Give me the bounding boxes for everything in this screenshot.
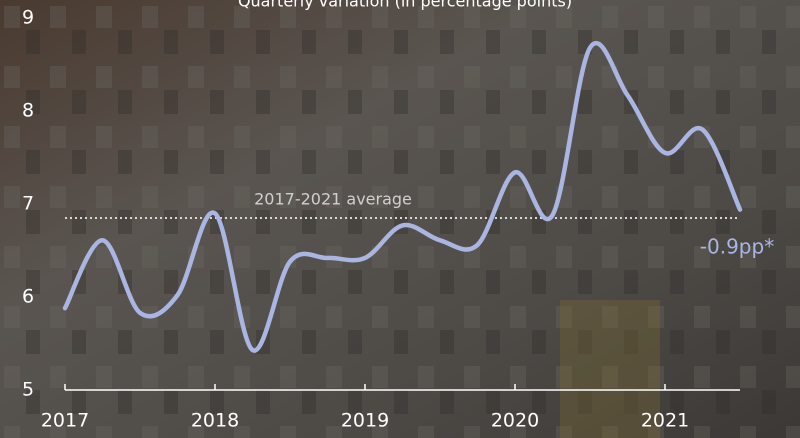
- x-tick-label: 2018: [191, 410, 239, 432]
- background-shape: [560, 300, 660, 438]
- x-tick-label: 2021: [641, 410, 689, 432]
- annotation: -0.9pp*: [700, 235, 774, 259]
- y-tick-label: 5: [22, 379, 34, 401]
- average-label: 2017-2021 average: [254, 189, 412, 208]
- data-line: [62, 41, 743, 353]
- chart-title: Quarterly variation (in percentage point…: [238, 0, 572, 11]
- x-tick-label: 2017: [41, 410, 89, 432]
- x-tick-label: 2020: [491, 410, 539, 432]
- x-tick-label: 2019: [341, 410, 389, 432]
- y-tick-label: 8: [22, 100, 34, 122]
- y-tick-label: 6: [22, 286, 34, 308]
- y-tick-label: 9: [22, 7, 34, 29]
- y-tick-label: 7: [22, 193, 34, 215]
